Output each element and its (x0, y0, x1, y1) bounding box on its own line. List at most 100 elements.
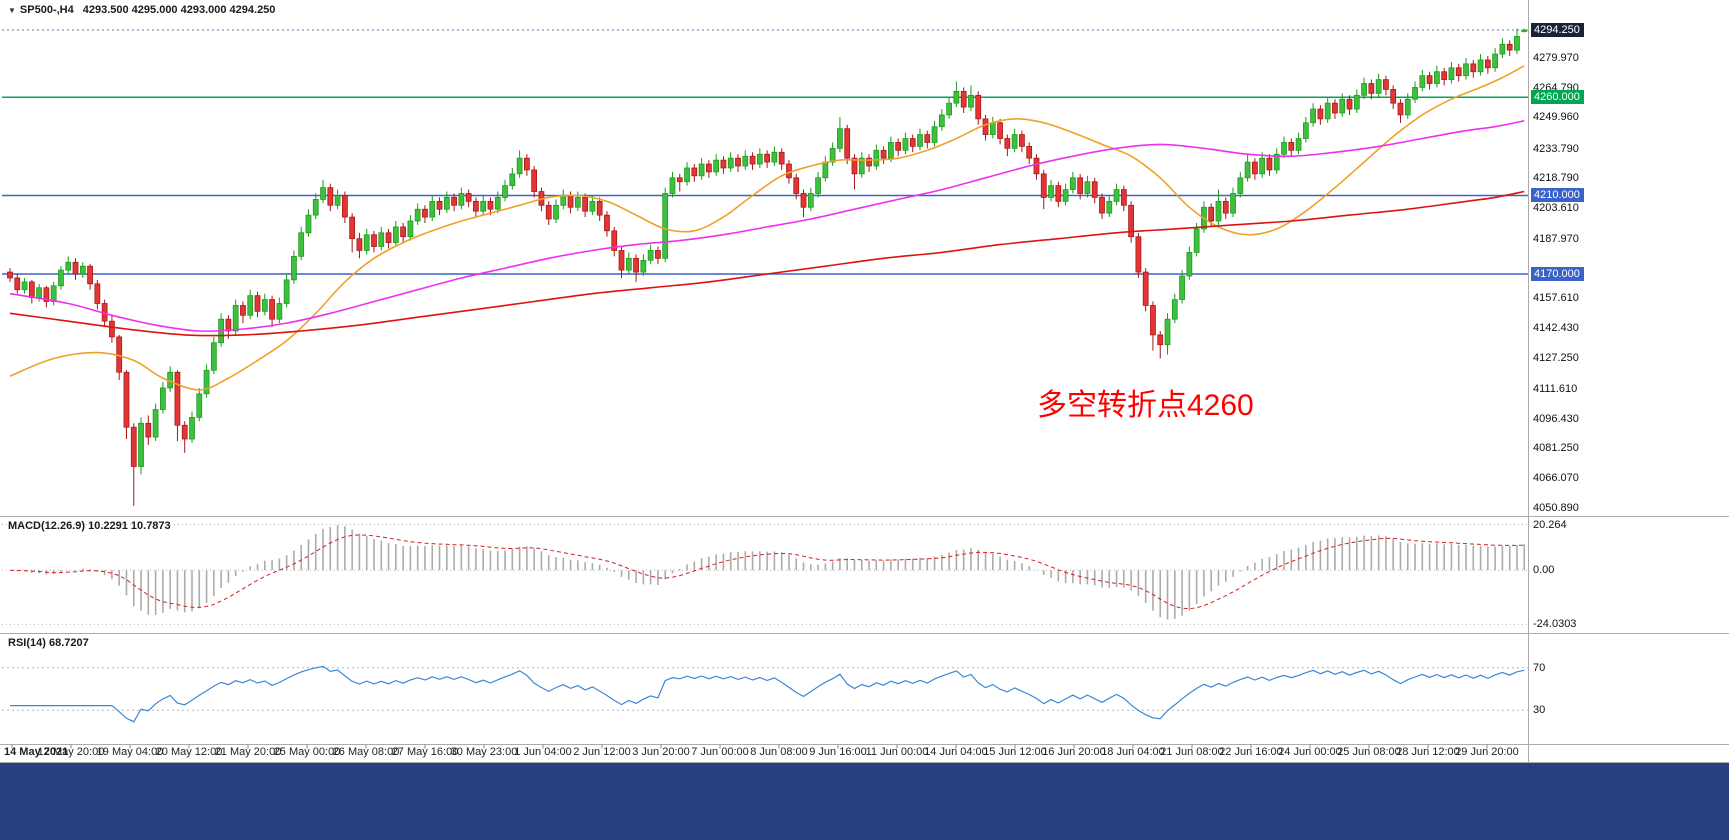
rsi-scale-label: 70 (1533, 661, 1546, 674)
candle-body (742, 155, 749, 167)
candle-body (436, 200, 443, 210)
candle-body (1084, 181, 1091, 194)
candle-body (604, 214, 610, 232)
candle-body (1339, 98, 1346, 114)
symbol-info: ▼ SP500-,H4 4293.500 4295.000 4293.000 429… (8, 4, 275, 16)
candle-body (1033, 157, 1040, 175)
candle-body (109, 320, 115, 338)
candle-body (902, 138, 909, 151)
candle-body (1484, 59, 1491, 69)
candle-body (1499, 43, 1506, 55)
candle-body (240, 305, 246, 316)
candle-body (567, 195, 574, 208)
time-axis[interactable]: 14 May 2021 17 May 20:00 19 May 04:00 20 Ma… (0, 746, 1729, 762)
candle-body (1186, 252, 1193, 277)
candle-body (225, 318, 232, 332)
candle-body (1324, 102, 1331, 120)
candle-body (1252, 161, 1258, 175)
date-label: 18 Jun 04:00 (1101, 746, 1165, 758)
candle-body (487, 200, 494, 210)
date-label: 21 Jun 08:00 (1160, 746, 1224, 758)
ohlc-values: 4293.500 4295.000 4293.000 4294.250 (82, 4, 276, 16)
candle-body (312, 199, 319, 216)
candle-body (953, 91, 960, 104)
price-tick-label: 4127.250 (1533, 351, 1579, 364)
candle-body (968, 94, 974, 108)
date-label: 15 Jun 12:00 (983, 746, 1047, 758)
candle-body (924, 134, 931, 143)
ma-mid-magenta (9, 120, 1525, 332)
candle-body (625, 257, 632, 271)
candle-body (1150, 305, 1156, 336)
candle-body (655, 250, 661, 259)
date-label: 1 Jun 04:00 (514, 746, 572, 758)
candle-body (611, 230, 618, 251)
candle-body (138, 422, 144, 467)
date-label: 2 Jun 12:00 (573, 746, 631, 758)
candle-body (458, 193, 465, 206)
candle-body (662, 193, 669, 259)
candle-body (65, 261, 72, 271)
candle-body (1317, 108, 1324, 120)
candle-body (1171, 299, 1178, 320)
candle-body (858, 157, 865, 175)
candle-body (866, 157, 872, 167)
candle-body (152, 409, 159, 438)
candle-body (589, 200, 596, 212)
candle-body (50, 285, 57, 302)
candle-body (1019, 134, 1025, 147)
candle-body (1514, 36, 1520, 51)
price-level-badge: 4210.000 (1531, 188, 1584, 203)
candle-body (735, 157, 741, 167)
candle-body (189, 417, 195, 440)
price-axis[interactable]: 4279.970 4264.790 4249.960 4233.790 4218.790… (1530, 0, 1729, 762)
candle-body (582, 197, 588, 212)
candle-body (232, 305, 239, 332)
candle-body (873, 149, 880, 167)
candle-body (1215, 200, 1222, 222)
candle-body (684, 167, 690, 183)
candle-body (1404, 98, 1411, 116)
candle-body (502, 185, 508, 198)
candle-body (1193, 228, 1200, 253)
candle-body (1266, 157, 1273, 171)
price-tick-label: 4142.430 (1533, 322, 1579, 335)
bottom-bar (0, 763, 1729, 840)
current-price-badge: 4294.250 (1531, 23, 1584, 37)
date-label: 25 May 00:00 (273, 746, 341, 758)
candle-body (756, 153, 763, 165)
candle-body (1244, 161, 1251, 179)
candle-body (997, 122, 1003, 139)
candle-body (1004, 138, 1011, 149)
candle-body (531, 169, 538, 192)
candle-body (553, 204, 559, 220)
candle-body (989, 122, 996, 135)
candle-body (1383, 79, 1389, 90)
candle-body (1455, 67, 1462, 77)
candle-body (1077, 177, 1084, 194)
candle-body (706, 163, 712, 173)
macd-signal-line (9, 534, 1525, 610)
candle-body (276, 303, 283, 320)
candle-body (516, 157, 523, 175)
candle-body (1375, 79, 1382, 94)
macd-indicator-label: MACD(12.26.9) 10.2291 10.7873 (8, 520, 171, 532)
date-label: 16 Jun 20:00 (1042, 746, 1106, 758)
chart-annotation-text: 多空转折点4260 (1037, 389, 1254, 422)
candle-body (203, 369, 210, 395)
candle-body (261, 299, 268, 312)
candle-body (414, 208, 421, 222)
candle-body (58, 269, 64, 287)
candle-body (1179, 275, 1185, 300)
date-label: 3 Jun 20:00 (632, 746, 690, 758)
price-tick-label: 4066.070 (1533, 472, 1579, 485)
candle-body (778, 151, 785, 165)
candle-body (400, 226, 406, 238)
chart-canvas[interactable] (0, 0, 1729, 763)
price-level-badge: 4260.000 (1531, 90, 1584, 105)
candle-body (895, 142, 902, 151)
candle-body (1397, 102, 1404, 116)
candle-body (938, 114, 945, 128)
candle-body (334, 195, 341, 206)
